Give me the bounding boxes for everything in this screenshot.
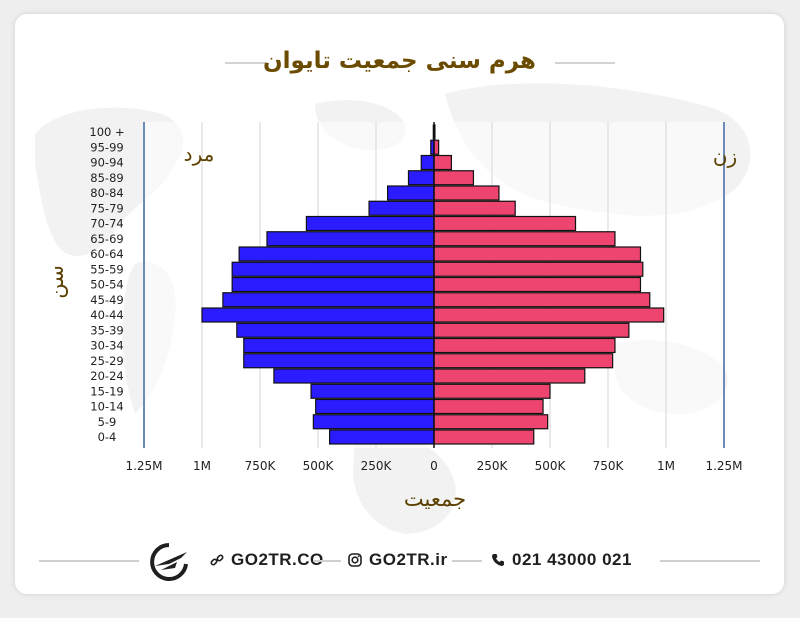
bar-male (387, 185, 435, 201)
y-tick-label: 20-24 (90, 369, 123, 383)
bar-male (329, 429, 435, 445)
y-tick-label: 35-39 (90, 323, 123, 337)
link-icon (210, 554, 224, 566)
bar-male (368, 200, 435, 216)
y-tick-label: 65-69 (90, 232, 123, 246)
y-tick-label: 70-74 (90, 217, 123, 231)
population-pyramid-chart: 1.25M 1M 750K 500K 250K 0 250K 500K 750K 1M 1.25M 1… (44, 122, 743, 511)
y-axis-title: سن (44, 265, 68, 299)
bar-female (433, 337, 616, 354)
title-area: هرم سنی جمعیت تایوان (15, 44, 784, 84)
bar-female (433, 429, 535, 445)
bar-female (433, 215, 577, 232)
x-tick-label: 1.25M (705, 459, 742, 473)
y-tick-label: 45-49 (90, 293, 123, 307)
website-text: GO2TR.CO (231, 550, 324, 569)
bar-male (266, 231, 435, 247)
y-tick-label: 60-64 (90, 247, 123, 261)
bar-female (433, 261, 644, 277)
x-tick-label: 1M (657, 459, 675, 473)
x-tick-label: 1.25M (125, 459, 162, 473)
bar-male (273, 368, 435, 384)
bar-female (433, 154, 452, 171)
bar-female (433, 368, 586, 384)
y-tick-label: 40-44 (90, 308, 123, 322)
bar-female (433, 383, 551, 399)
y-tick-label: 100 + (89, 125, 124, 139)
bar-male (236, 322, 435, 338)
footer-divider (660, 560, 760, 562)
bar-female (433, 200, 516, 216)
y-tick-label: 95-99 (90, 140, 123, 154)
bar-male (222, 292, 435, 308)
bar-male (315, 398, 435, 415)
page-title: هرم سنی جمعیت تایوان (263, 48, 536, 74)
bar-male (201, 307, 435, 323)
bar-male (310, 383, 435, 399)
card: هرم سنی جمعیت تایوان 1.25M 1M 750K 500K 250K… (15, 14, 784, 594)
female-label: زن (713, 144, 737, 168)
bar-female (433, 322, 630, 338)
bar-female (433, 398, 544, 415)
bar-female (433, 246, 642, 262)
y-tick-label: 90-94 (90, 156, 123, 170)
y-tick-label: 30-34 (90, 339, 123, 353)
phone-text: 021 43000 021 (512, 550, 632, 569)
y-tick-label: 25-29 (90, 354, 123, 368)
title-divider-right (555, 62, 615, 64)
go2tr-logo-icon (150, 543, 188, 581)
bar-female (433, 292, 651, 308)
bar-male (312, 414, 435, 430)
bar-female (433, 185, 500, 201)
male-label: مرد (184, 142, 215, 166)
title-divider-left (225, 62, 267, 64)
phone-link[interactable]: 021 43000 021 (491, 550, 632, 570)
phone-icon (492, 554, 504, 566)
y-tick-label: 75-79 (90, 201, 123, 215)
x-axis-title: جمعیت (404, 487, 466, 511)
bar-female (433, 231, 616, 247)
footer-divider (313, 560, 341, 562)
x-tick-label: 500K (303, 459, 335, 473)
bar-female (433, 353, 614, 369)
x-tick-label: 500K (535, 459, 567, 473)
website-link[interactable]: GO2TR.CO (210, 550, 324, 570)
y-tick-label: 50-54 (90, 278, 123, 292)
x-tick-label: 1M (193, 459, 211, 473)
y-tick-label: 10-14 (90, 400, 123, 414)
y-tick-label: 5-9 (98, 415, 117, 429)
footer: GO2TR.CO GO2TR.ir 021 43000 021 (15, 542, 784, 582)
bar-male (243, 353, 435, 369)
x-tick-label: 250K (477, 459, 509, 473)
y-tick-label: 55-59 (90, 262, 123, 276)
bar-male (305, 215, 435, 232)
bar-female (433, 170, 475, 186)
bar-male (407, 170, 435, 186)
bar-male (231, 261, 435, 277)
y-tick-label: 85-89 (90, 171, 123, 185)
footer-divider (452, 560, 482, 562)
bar-male (231, 276, 435, 293)
x-tick-label: 0 (430, 459, 438, 473)
bar-male (238, 246, 435, 262)
y-tick-label: 80-84 (90, 186, 123, 200)
bar-female (433, 307, 665, 323)
y-tick-label: 0-4 (98, 430, 117, 444)
bar-male (243, 337, 435, 354)
x-tick-label: 750K (593, 459, 625, 473)
y-tick-label: 15-19 (90, 384, 123, 398)
instagram-text: GO2TR.ir (369, 550, 448, 569)
x-tick-label: 250K (361, 459, 393, 473)
bar-female (433, 414, 549, 430)
instagram-icon (348, 553, 362, 567)
instagram-link[interactable]: GO2TR.ir (348, 550, 448, 570)
bar-female (433, 276, 642, 293)
footer-divider (39, 560, 139, 562)
x-tick-label: 750K (245, 459, 277, 473)
bar-male (420, 154, 435, 171)
